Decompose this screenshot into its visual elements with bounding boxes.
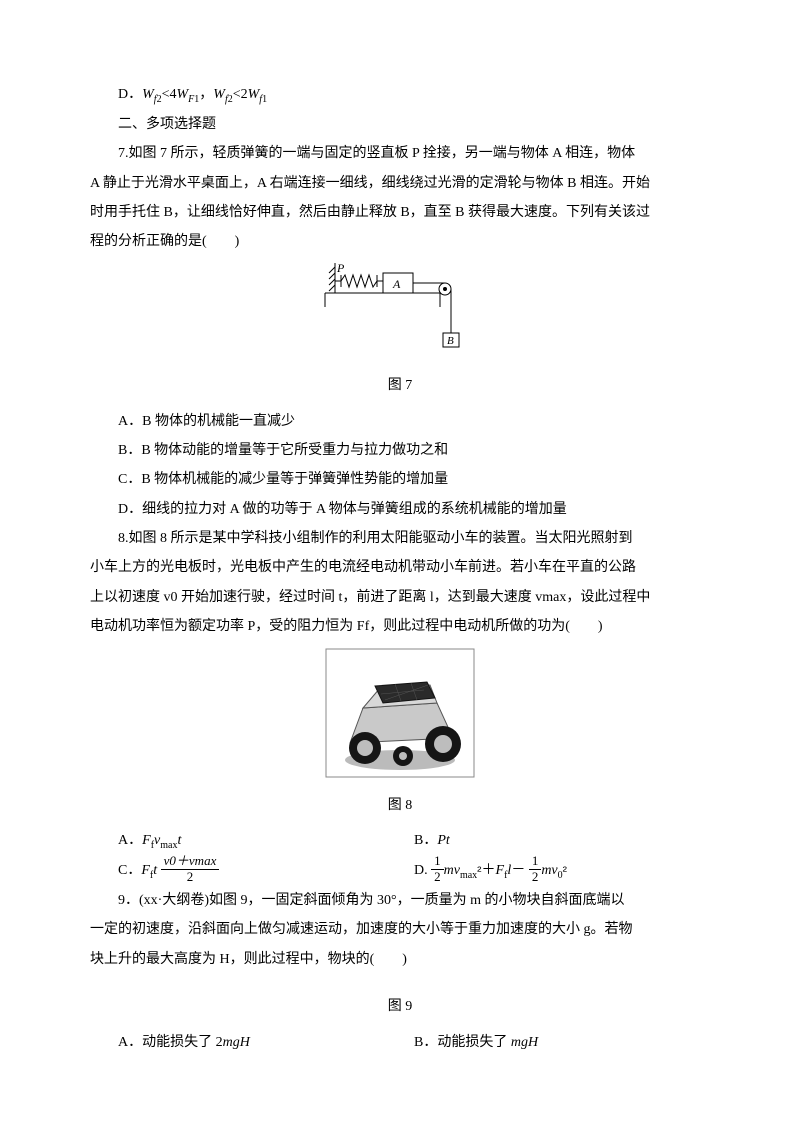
q7-opt-a: A．B 物体的机械能一直减少 xyxy=(90,407,710,436)
q8-stem-line3: 上以初速度 v0 开始加速行驶，经过时间 t，前进了距离 l，达到最大速度 vm… xyxy=(90,583,710,612)
q7-stem-line1: 7.如图 7 所示，轻质弹簧的一端与固定的竖直板 P 拴接，另一端与物体 A 相… xyxy=(90,139,710,168)
svg-text:B: B xyxy=(447,335,454,347)
q9-opt-b: B．动能损失了 mgH xyxy=(414,1028,710,1057)
q9-stem-line2: 一定的初速度，沿斜面向上做匀减速运动，加速度的大小等于重力加速度的大小 g。若物 xyxy=(90,915,710,944)
figure-7: A P B xyxy=(90,263,710,369)
q8-d-num1: 1 xyxy=(431,854,444,869)
q8-d-sq1: ² xyxy=(477,863,481,878)
q9-stem-line3: 块上升的最大高度为 H，则此过程中，物块的( ) xyxy=(90,945,710,974)
q8-d-half1: 1 2 xyxy=(431,854,444,884)
q8-d-minus: － xyxy=(511,863,525,878)
q7-opt-d: D．细线的拉力对 A 做的功等于 A 物体与弹簧组成的系统机械能的增加量 xyxy=(90,495,710,524)
q8-opt-b-label: B． xyxy=(414,833,437,848)
q8-opt-a: A．Ffvmaxt xyxy=(118,826,414,856)
q8-stem-line1: 8.如图 8 所示是某中学科技小组制作的利用太阳能驱动小车的装置。当太阳光照射到 xyxy=(90,524,710,553)
q8-d-den1: 2 xyxy=(431,870,444,884)
q8-a-F: F xyxy=(142,833,151,848)
q8-options-row2: C．Fft v0＋vmax 2 D. 1 2 mvmax²＋Ffl－ 1 2 m… xyxy=(90,856,710,886)
figure-8 xyxy=(90,648,710,789)
q7-opt-b: B．B 物体动能的增量等于它所受重力与拉力做功之和 xyxy=(90,436,710,465)
q8-opt-c-label: C． xyxy=(118,863,141,878)
svg-text:P: P xyxy=(336,263,345,275)
figure-9 xyxy=(90,980,710,990)
q8-d-plus: ＋ xyxy=(482,863,496,878)
q8-c-num: v0＋vmax xyxy=(164,853,217,868)
q9-stem-line1: 9．(xx·大纲卷)如图 9，一固定斜面倾角为 30°，一质量为 m 的小物块自… xyxy=(90,886,710,915)
q8-d-den2: 2 xyxy=(529,870,542,884)
q8-c-t: t xyxy=(153,863,157,878)
figure-7-svg: A P B xyxy=(315,263,485,358)
q8-a-max: max xyxy=(160,840,177,851)
q8-d-num2: 1 xyxy=(529,854,542,869)
q8-stem-line2: 小车上方的光电板时，光电板中产生的电流经电动机带动小车前进。若小车在平直的公路 xyxy=(90,553,710,582)
q9-options-row1: A．动能损失了 2mgH B．动能损失了 mgH xyxy=(90,1028,710,1057)
q8-d-mv1: mv xyxy=(444,863,460,878)
q8-d-max: max xyxy=(460,870,477,881)
q8-d-zero: 0 xyxy=(558,870,563,881)
figure-8-svg xyxy=(325,648,475,778)
q8-c-F: F xyxy=(141,863,150,878)
q8-d-mv2: mv xyxy=(541,863,557,878)
q8-opt-d: D. 1 2 mvmax²＋Ffl－ 1 2 mv0² xyxy=(414,856,710,886)
q7-opt-c: C．B 物体机械能的减少量等于弹簧弹性势能的增加量 xyxy=(90,465,710,494)
q8-options-row1: A．Ffvmaxt B．Pt xyxy=(90,826,710,856)
q8-c-den: 2 xyxy=(161,870,220,884)
q8-c-fraction: v0＋vmax 2 xyxy=(161,854,220,884)
q8-a-t: t xyxy=(177,833,181,848)
svg-text:A: A xyxy=(392,277,401,291)
q7-stem-line4: 程的分析正确的是( ) xyxy=(90,227,710,256)
q8-d-sq2: ² xyxy=(563,863,567,878)
opt-d-top: D．Wf2<4WF1，Wf2<2Wf1 xyxy=(90,80,710,110)
q8-d-half2: 1 2 xyxy=(529,854,542,884)
q8-d-F: F xyxy=(496,863,505,878)
q7-stem-line2: A 静止于光滑水平桌面上，A 右端连接一细线，细线绕过光滑的定滑轮与物体 B 相… xyxy=(90,169,710,198)
section-2-title: 二、多项选择题 xyxy=(90,110,710,139)
q8-opt-d-label: D. xyxy=(414,863,428,878)
figure-7-caption: 图 7 xyxy=(90,371,710,400)
q8-stem-line4: 电动机功率恒为额定功率 P，受的阻力恒为 Ff，则此过程中电动机所做的功为( ) xyxy=(90,612,710,641)
q7-stem-line3: 时用手托住 B，让细线恰好伸直，然后由静止释放 B，直至 B 获得最大速度。下列… xyxy=(90,198,710,227)
q8-opt-b: B．Pt xyxy=(414,826,710,856)
q9-opt-a: A．动能损失了 2mgH xyxy=(118,1028,414,1057)
q8-b-text: Pt xyxy=(437,833,449,848)
figure-8-caption: 图 8 xyxy=(90,791,710,820)
q8-opt-c: C．Fft v0＋vmax 2 xyxy=(118,856,414,886)
figure-9-caption: 图 9 xyxy=(90,992,710,1021)
q8-opt-a-label: A． xyxy=(118,833,142,848)
